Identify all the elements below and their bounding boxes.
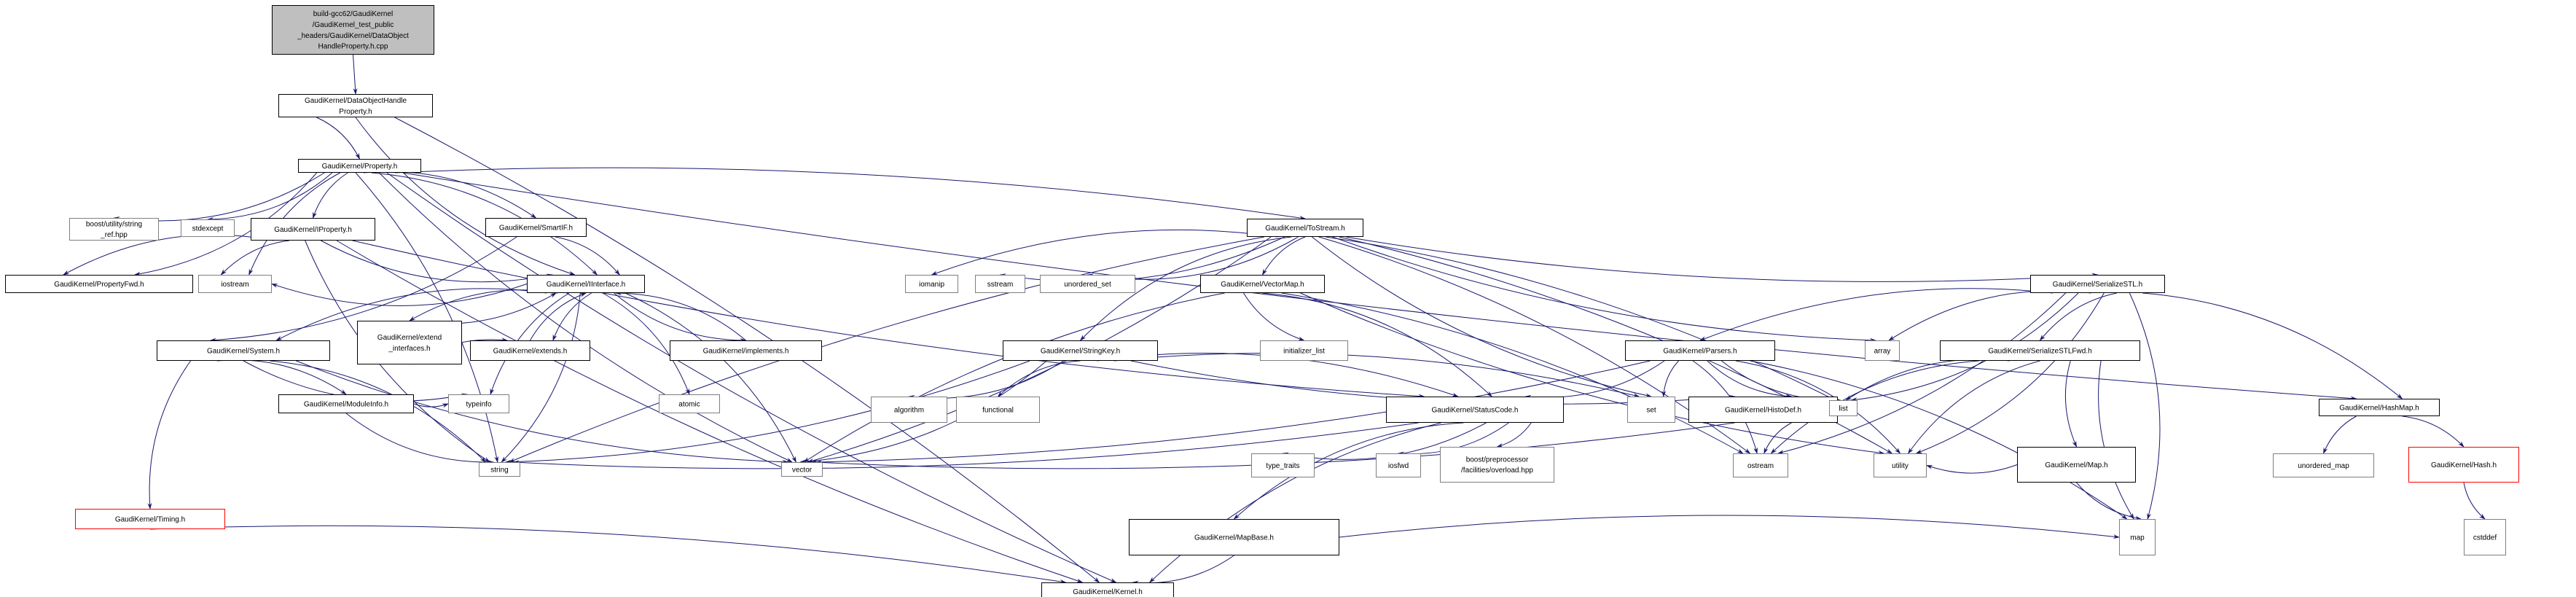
svg-text:stdexcept: stdexcept — [192, 225, 224, 233]
svg-text:initializer_list: initializer_list — [1283, 347, 1325, 355]
svg-text:utility: utility — [1892, 462, 1908, 470]
svg-text:array: array — [1874, 347, 1891, 355]
svg-text:GaudiKernel/HashMap.h: GaudiKernel/HashMap.h — [2339, 404, 2419, 412]
svg-text:GaudiKernel/IInterface.h: GaudiKernel/IInterface.h — [547, 281, 625, 289]
svg-text:_headers/GaudiKernel/DataObjec: _headers/GaudiKernel/DataObject — [297, 32, 409, 40]
svg-text:GaudiKernel/DataObjectHandle: GaudiKernel/DataObjectHandle — [305, 97, 407, 105]
svg-text:set: set — [1646, 406, 1656, 414]
svg-text:GaudiKernel/StringKey.h: GaudiKernel/StringKey.h — [1041, 347, 1120, 355]
svg-text:GaudiKernel/VectorMap.h: GaudiKernel/VectorMap.h — [1221, 281, 1304, 289]
svg-text:cstddef: cstddef — [2473, 534, 2497, 542]
svg-text:typeinfo: typeinfo — [466, 400, 491, 408]
svg-text:_interfaces.h: _interfaces.h — [388, 345, 430, 353]
svg-text:iosfwd: iosfwd — [1388, 462, 1409, 470]
svg-text:ostream: ostream — [1747, 462, 1774, 470]
svg-text:GaudiKernel/HistoDef.h: GaudiKernel/HistoDef.h — [1725, 406, 1801, 414]
svg-text:GaudiKernel/Property.h: GaudiKernel/Property.h — [322, 163, 398, 171]
svg-text:GaudiKernel/extend: GaudiKernel/extend — [377, 334, 442, 342]
svg-text:atomic: atomic — [678, 400, 700, 408]
svg-text:unordered_set: unordered_set — [1064, 281, 1111, 289]
svg-text:GaudiKernel/MapBase.h: GaudiKernel/MapBase.h — [1194, 534, 1274, 542]
svg-text:GaudiKernel/PropertyFwd.h: GaudiKernel/PropertyFwd.h — [54, 281, 144, 289]
svg-text:GaudiKernel/Kernel.h: GaudiKernel/Kernel.h — [1073, 588, 1143, 596]
svg-text:algorithm: algorithm — [894, 406, 924, 414]
svg-text:boost/utility/string: boost/utility/string — [86, 220, 142, 228]
svg-text:_ref.hpp: _ref.hpp — [100, 231, 128, 239]
svg-text:/facilities/overload.hpp: /facilities/overload.hpp — [1461, 467, 1533, 475]
svg-text:/GaudiKernel_test_public: /GaudiKernel_test_public — [313, 21, 394, 29]
svg-text:HandleProperty.h.cpp: HandleProperty.h.cpp — [318, 43, 388, 51]
svg-text:Property.h: Property.h — [339, 108, 372, 116]
svg-text:string: string — [490, 466, 508, 474]
svg-text:GaudiKernel/Timing.h: GaudiKernel/Timing.h — [115, 515, 185, 523]
svg-text:list: list — [1839, 405, 1847, 413]
svg-text:GaudiKernel/ToStream.h: GaudiKernel/ToStream.h — [1265, 225, 1345, 233]
svg-text:GaudiKernel/System.h: GaudiKernel/System.h — [207, 347, 280, 355]
svg-text:GaudiKernel/SerializeSTLFwd.h: GaudiKernel/SerializeSTLFwd.h — [1988, 347, 2091, 355]
svg-text:unordered_map: unordered_map — [2298, 462, 2349, 470]
svg-text:GaudiKernel/implements.h: GaudiKernel/implements.h — [703, 347, 789, 355]
svg-text:iomanip: iomanip — [919, 281, 944, 289]
svg-text:GaudiKernel/IProperty.h: GaudiKernel/IProperty.h — [274, 226, 352, 234]
svg-text:GaudiKernel/Parsers.h: GaudiKernel/Parsers.h — [1663, 347, 1737, 355]
svg-text:map: map — [2130, 534, 2145, 542]
svg-text:functional: functional — [982, 406, 1014, 414]
svg-text:type_traits: type_traits — [1266, 462, 1299, 470]
svg-text:GaudiKernel/Hash.h: GaudiKernel/Hash.h — [2431, 461, 2497, 469]
svg-text:build-gcc62/GaudiKernel: build-gcc62/GaudiKernel — [313, 10, 394, 18]
svg-text:iostream: iostream — [221, 281, 248, 289]
svg-text:boost/preprocessor: boost/preprocessor — [1466, 456, 1529, 464]
svg-text:GaudiKernel/SmartIF.h: GaudiKernel/SmartIF.h — [499, 224, 573, 232]
svg-text:GaudiKernel/Map.h: GaudiKernel/Map.h — [2045, 461, 2107, 469]
svg-text:GaudiKernel/ModuleInfo.h: GaudiKernel/ModuleInfo.h — [304, 400, 388, 408]
svg-text:vector: vector — [792, 466, 813, 474]
svg-text:GaudiKernel/SerializeSTL.h: GaudiKernel/SerializeSTL.h — [2053, 281, 2142, 289]
svg-text:GaudiKernel/extends.h: GaudiKernel/extends.h — [493, 347, 568, 355]
svg-text:GaudiKernel/StatusCode.h: GaudiKernel/StatusCode.h — [1432, 406, 1519, 414]
svg-text:sstream: sstream — [987, 281, 1014, 289]
